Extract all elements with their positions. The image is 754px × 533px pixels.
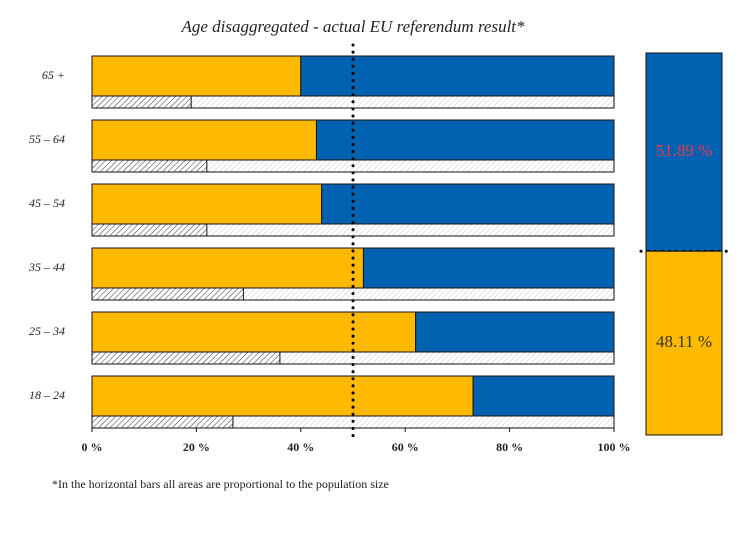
x-tick-label: 20 %	[183, 440, 210, 454]
category-label: 18 – 24	[29, 388, 65, 402]
bar	[91, 247, 364, 289]
bar	[321, 183, 615, 225]
bar	[415, 311, 615, 353]
hatch-bar	[91, 287, 244, 301]
bar	[300, 55, 615, 97]
hatch-bar	[91, 415, 234, 429]
category-label: 25 – 34	[29, 324, 65, 338]
category-label: 35 – 44	[28, 260, 65, 274]
summary-label: 48.11 %	[656, 332, 712, 351]
bar	[315, 119, 615, 161]
hatch-bar	[91, 95, 192, 109]
hatch-bar	[91, 351, 281, 365]
x-tick-label: 0 %	[82, 440, 103, 454]
x-tick-label: 40 %	[287, 440, 314, 454]
bar	[91, 311, 417, 353]
hatch-bar	[91, 159, 208, 173]
bar	[472, 375, 615, 417]
footnote: *In the horizontal bars all areas are pr…	[52, 477, 389, 491]
x-tick-label: 60 %	[392, 440, 419, 454]
summary-bar	[645, 52, 723, 252]
hatch-bar	[91, 223, 208, 237]
category-label: 45 – 54	[29, 196, 65, 210]
bar	[91, 183, 323, 225]
x-tick-label: 100 %	[598, 440, 631, 454]
chart-title: Age disaggregated - actual EU referendum…	[180, 17, 525, 36]
bar	[362, 247, 615, 289]
bar	[91, 55, 302, 97]
category-label: 65 +	[42, 68, 65, 82]
summary-bar	[645, 250, 723, 436]
x-tick-label: 80 %	[496, 440, 523, 454]
category-label: 55 – 64	[29, 132, 65, 146]
bar	[91, 375, 474, 417]
bar	[91, 119, 317, 161]
summary-label: 51.89 %	[656, 141, 713, 160]
